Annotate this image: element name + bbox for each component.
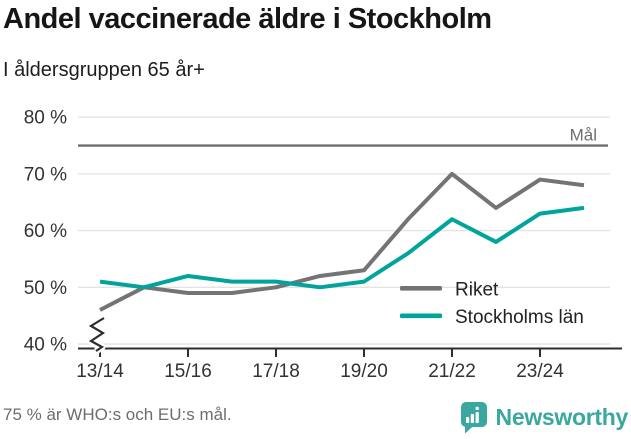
page-subtitle: I åldersgruppen 65 år+ (3, 59, 205, 81)
newsworthy-logo-icon (460, 401, 487, 433)
x-tick-label: 15/16 (164, 361, 212, 382)
y-axis-label: 70 % (24, 164, 67, 185)
x-tick-label: 17/18 (252, 361, 300, 382)
series-line-stockholms-l-n (99, 205, 585, 290)
axis-break-icon (88, 317, 106, 352)
x-tick-label: 13/14 (76, 361, 124, 382)
y-axis-label: 80 % (24, 108, 67, 129)
brand-name: Newsworthy (495, 403, 629, 430)
newsworthy-brand: Newsworthy (458, 399, 628, 435)
page-title: Andel vaccinerade äldre i Stockholm (3, 3, 492, 35)
y-axis-label: 50 % (24, 278, 67, 299)
legend-label-riket: Riket (455, 280, 499, 301)
footer-note: 75 % är WHO:s och EU:s mål. (3, 405, 232, 424)
y-axis-label: 60 % (24, 221, 67, 242)
goal-label: Mål (570, 126, 597, 145)
series-line-riket (99, 171, 585, 312)
legend-swatch-stockholms-l-n (400, 313, 442, 319)
y-axis-label: 40 % (24, 335, 67, 356)
legend-swatch-riket (400, 286, 442, 291)
x-tick-label: 23/24 (516, 361, 564, 382)
x-tick-label: 21/22 (428, 361, 476, 382)
legend-label-stockholms-l-n: Stockholms län (455, 307, 584, 328)
x-tick-label: 19/20 (340, 361, 388, 382)
